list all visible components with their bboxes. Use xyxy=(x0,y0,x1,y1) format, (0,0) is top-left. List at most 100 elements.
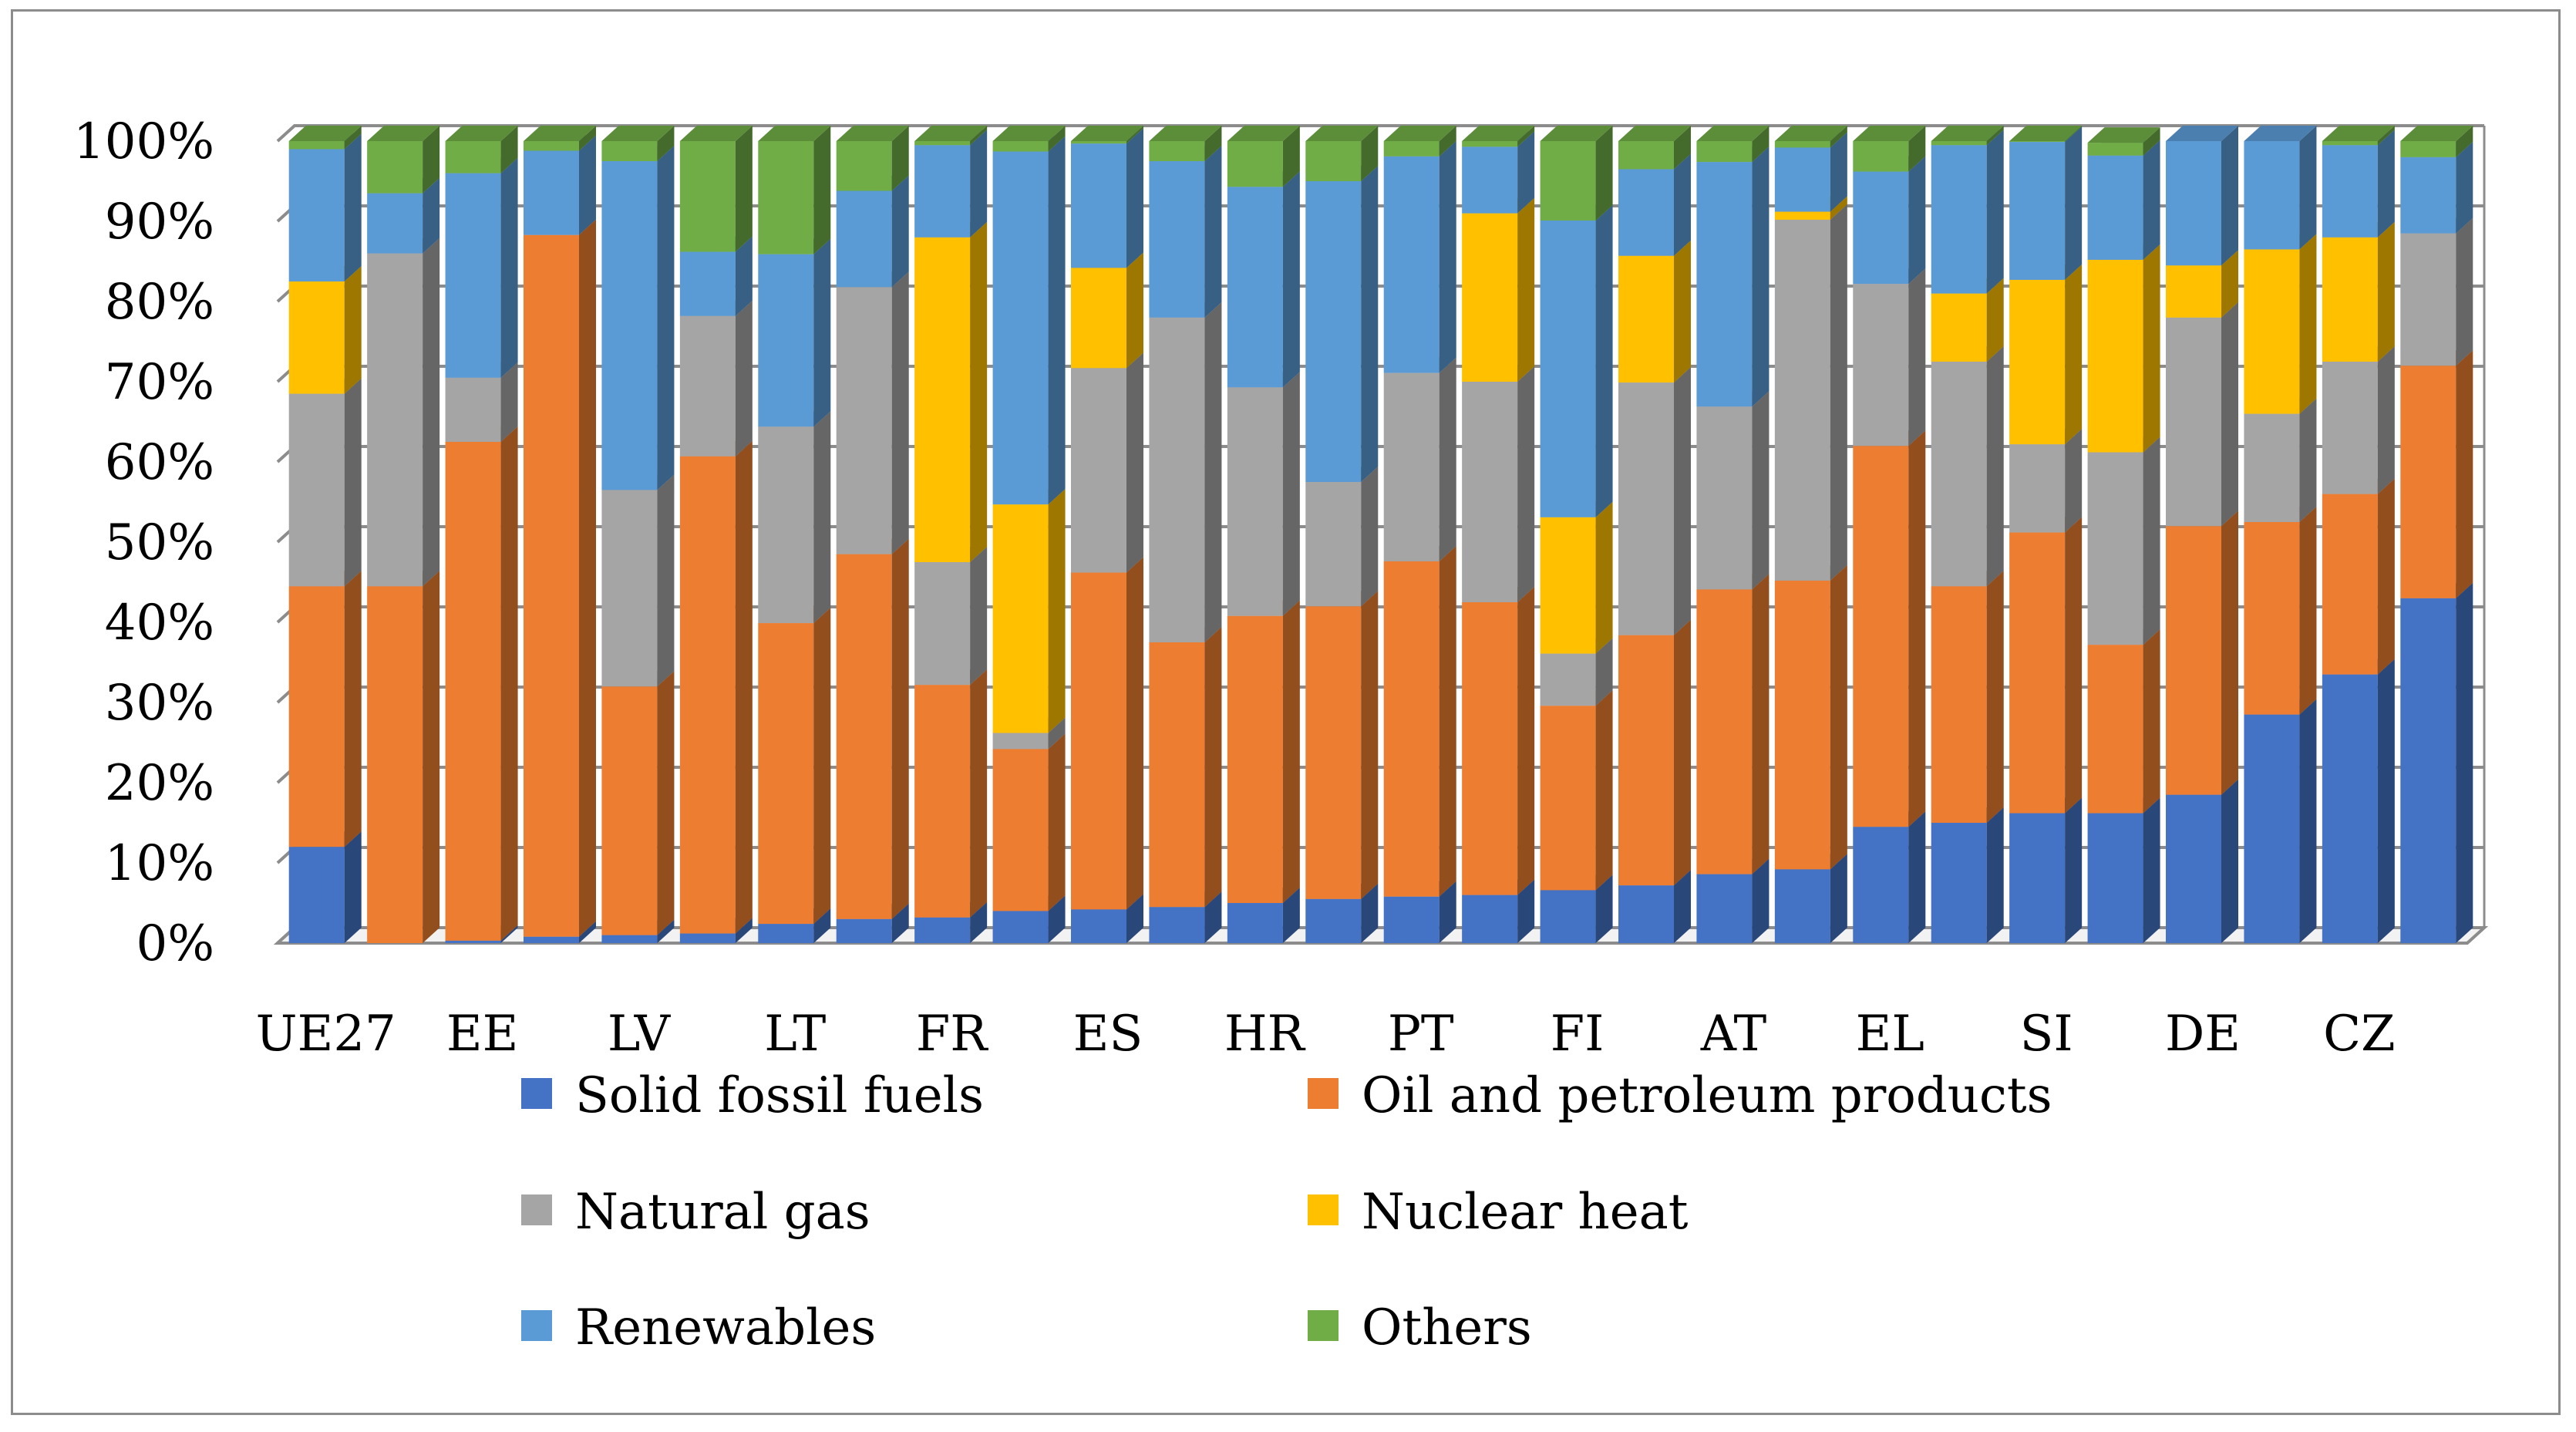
bar-segment-side xyxy=(970,126,988,146)
bar-segment-front xyxy=(1227,387,1283,616)
bar-segment-side xyxy=(1204,627,1222,908)
bar-segment-side xyxy=(579,135,596,235)
bar-segment xyxy=(1462,197,1535,382)
bar-segment-side xyxy=(2143,127,2160,156)
legend: Solid fossil fuels Oil and petroleum prod… xyxy=(521,1067,2052,1356)
bar-segment-front xyxy=(1618,382,1674,635)
bar-segment-side xyxy=(1048,126,1066,152)
bar-segment xyxy=(2244,398,2317,522)
bar-segment-side xyxy=(2143,797,2160,943)
bar-segment-side xyxy=(1204,126,1222,161)
legend-label: Solid fossil fuels xyxy=(575,1067,984,1124)
bar-segment-side xyxy=(344,133,362,281)
bar-segment-top xyxy=(679,126,753,141)
bar-segment-front xyxy=(679,315,736,457)
bar-segment-top xyxy=(1383,126,1456,141)
bar-segment-front xyxy=(914,237,971,562)
bar-segment-side xyxy=(2221,250,2238,318)
bar-segment xyxy=(1853,811,1926,943)
bar-segment xyxy=(1853,430,1926,827)
bar-segment-side xyxy=(970,130,988,238)
bar-segment-side xyxy=(1595,204,1613,517)
bar-segment-front xyxy=(1462,895,1518,943)
y-tick-label: 90% xyxy=(105,194,214,251)
bar-segment-front xyxy=(601,686,658,935)
bar-segment-side xyxy=(657,919,675,943)
bar-segment-side xyxy=(735,236,753,316)
bar-segment-front xyxy=(914,917,971,943)
x-tick-label: LT xyxy=(764,1006,826,1063)
legend-item: Solid fossil fuels xyxy=(521,1067,984,1124)
bar-segment-side xyxy=(1595,638,1613,706)
bar-segment-front xyxy=(2322,494,2378,675)
bar-segment-side xyxy=(2377,659,2395,943)
bar-segment-side xyxy=(2143,629,2160,814)
bar-segment-front xyxy=(1227,141,1283,187)
bar-segment-front xyxy=(1462,213,1518,382)
bar-segment xyxy=(2322,659,2395,943)
bar-segment-front xyxy=(1071,572,1126,910)
x-tick-label: DE xyxy=(2165,1006,2241,1063)
bar-segment-front xyxy=(288,586,345,847)
bar-segment-front xyxy=(1853,446,1909,827)
bar-segment-side xyxy=(2299,699,2317,943)
bar-segment-side xyxy=(1986,130,2004,294)
bar-segment-front xyxy=(445,141,501,174)
y-tick-label: 70% xyxy=(105,354,214,411)
bar-segment-front xyxy=(367,253,423,587)
bar-segment-side xyxy=(1986,571,2004,823)
bar-segment xyxy=(1931,571,2004,823)
bar-segment xyxy=(288,133,362,281)
bar-segment-side xyxy=(1830,132,1847,212)
bar-segment xyxy=(367,238,440,587)
bar-segment-side xyxy=(2299,126,2317,250)
bar-segment-side xyxy=(1361,166,1379,482)
bar-segment-front xyxy=(1149,161,1205,318)
bars xyxy=(288,126,2473,943)
bar-segment-front xyxy=(1540,141,1596,221)
x-tick-label: CZ xyxy=(2323,1006,2395,1063)
bar-segment-front xyxy=(2087,452,2143,645)
bar-segment-side xyxy=(1126,252,1143,369)
bar-segment xyxy=(1696,147,1770,407)
bar-segment-top xyxy=(2166,126,2238,141)
bar-segment xyxy=(1383,357,1456,561)
bar-segment-top xyxy=(1149,126,1222,141)
bar-segment xyxy=(992,126,1066,152)
bar-segment-side xyxy=(1986,807,2004,943)
bar-segment-front xyxy=(2244,522,2300,715)
bar-segment-front xyxy=(1462,147,1518,214)
bar-segment-side xyxy=(1282,888,1300,943)
bar-segment xyxy=(836,538,909,919)
bar-segment-side xyxy=(1517,879,1535,943)
bar-segment-front xyxy=(2244,141,2300,250)
bar-segment xyxy=(992,733,1066,911)
bar-segment-side xyxy=(1986,346,2004,587)
bar-segment-side xyxy=(1517,587,1535,895)
bar-segment-side xyxy=(2377,126,2395,146)
bar-segment xyxy=(992,136,1066,505)
bar-segment-front xyxy=(679,141,736,252)
bar-segment xyxy=(1227,372,1300,616)
bar-segment-side xyxy=(1439,545,1456,897)
bar-segment-side xyxy=(1908,126,1926,172)
bar-segment-front xyxy=(2087,813,2143,943)
bar-segment-front xyxy=(2244,249,2300,414)
bar-segment-front xyxy=(914,141,971,146)
bar-segment-side xyxy=(970,901,988,943)
bar-segment-side xyxy=(1517,197,1535,382)
bar-segment xyxy=(679,440,753,934)
bar-segment-front xyxy=(2322,141,2378,146)
bar-segment-side xyxy=(344,571,362,847)
bar-segment-top xyxy=(445,126,518,141)
bar-segment-side xyxy=(1595,501,1613,654)
bar-segment-front xyxy=(1227,615,1283,903)
bar-segment-side xyxy=(1126,352,1143,573)
bar-segment-side xyxy=(735,440,753,934)
bar-segment-side xyxy=(2065,126,2083,280)
bar-segment-side xyxy=(2377,130,2395,238)
bar-segment-front xyxy=(1696,141,1753,163)
bar-segment-side xyxy=(1830,564,1847,870)
bar-segment xyxy=(836,126,909,191)
bar-segment-top xyxy=(758,126,831,141)
